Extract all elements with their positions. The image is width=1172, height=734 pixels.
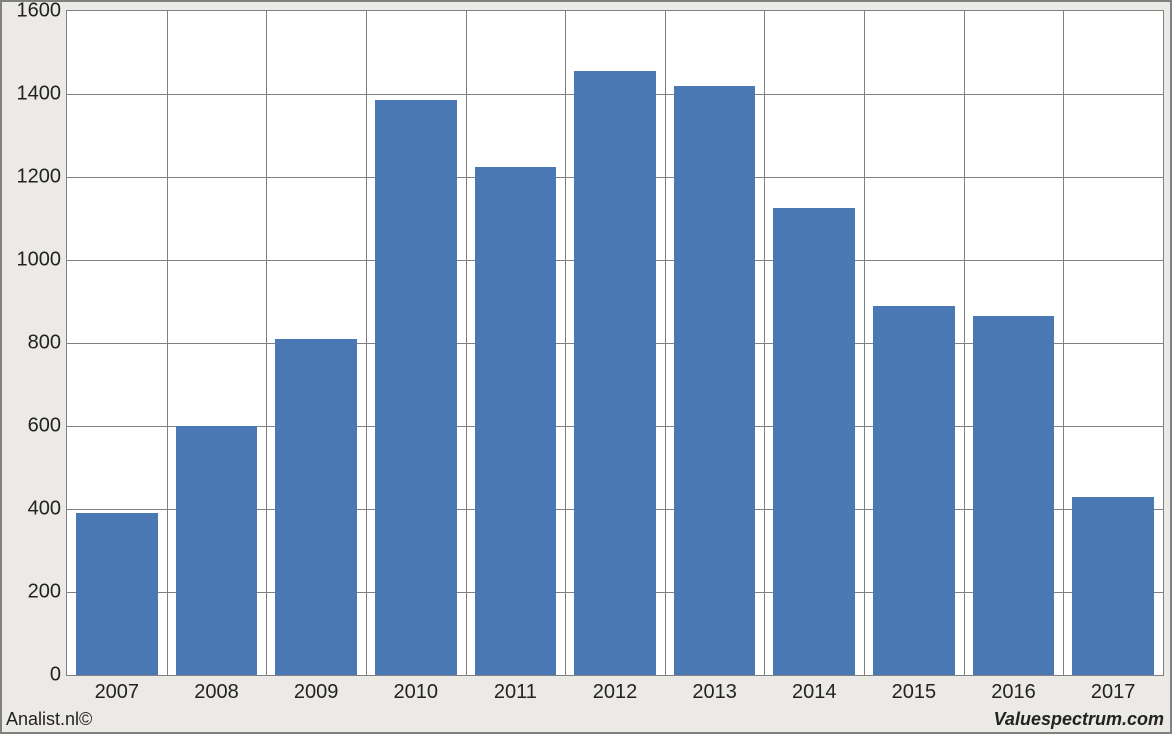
bar <box>773 208 855 675</box>
bar <box>275 339 357 675</box>
x-tick-label: 2015 <box>892 675 937 704</box>
gridline-v <box>366 11 367 675</box>
y-tick-label: 400 <box>28 498 67 521</box>
bar <box>873 306 955 675</box>
gridline-v <box>864 11 865 675</box>
x-tick-label: 2012 <box>593 675 638 704</box>
bar <box>574 71 656 675</box>
gridline-v <box>964 11 965 675</box>
y-tick-label: 800 <box>28 332 67 355</box>
bar <box>973 316 1055 675</box>
chart-frame: 0 200 400 600 800 1000 1200 1400 1600 2007 2008 200… <box>0 0 1172 734</box>
gridline-v <box>565 11 566 675</box>
x-tick-label: 2014 <box>792 675 837 704</box>
plot-area: 0200400600800100012001400160020072008200… <box>66 10 1164 676</box>
x-tick-label: 2011 <box>494 675 537 704</box>
gridline-v <box>1063 11 1064 675</box>
footer-left: Analist.nl© <box>6 709 92 730</box>
y-tick-label: 1600 <box>17 0 68 23</box>
bar <box>375 100 457 675</box>
x-tick-label: 2016 <box>991 675 1036 704</box>
x-tick-label: 2008 <box>194 675 239 704</box>
x-tick-label: 2010 <box>393 675 438 704</box>
x-tick-label: 2017 <box>1091 675 1136 704</box>
x-tick-label: 2013 <box>692 675 737 704</box>
y-tick-label: 1000 <box>17 249 68 272</box>
y-tick-label: 1400 <box>17 83 68 106</box>
gridline-v <box>764 11 765 675</box>
gridline-v <box>266 11 267 675</box>
gridline-v <box>665 11 666 675</box>
y-tick-label: 0 <box>50 664 67 687</box>
gridline-v <box>466 11 467 675</box>
bar <box>674 86 756 675</box>
bar <box>475 167 557 675</box>
gridline-v <box>167 11 168 675</box>
y-tick-label: 200 <box>28 581 67 604</box>
bar <box>76 513 158 675</box>
footer-right: Valuespectrum.com <box>994 709 1164 730</box>
x-tick-label: 2007 <box>95 675 140 704</box>
y-tick-label: 600 <box>28 415 67 438</box>
x-tick-label: 2009 <box>294 675 339 704</box>
bar <box>1072 497 1154 675</box>
y-tick-label: 1200 <box>17 166 68 189</box>
bar <box>176 426 258 675</box>
